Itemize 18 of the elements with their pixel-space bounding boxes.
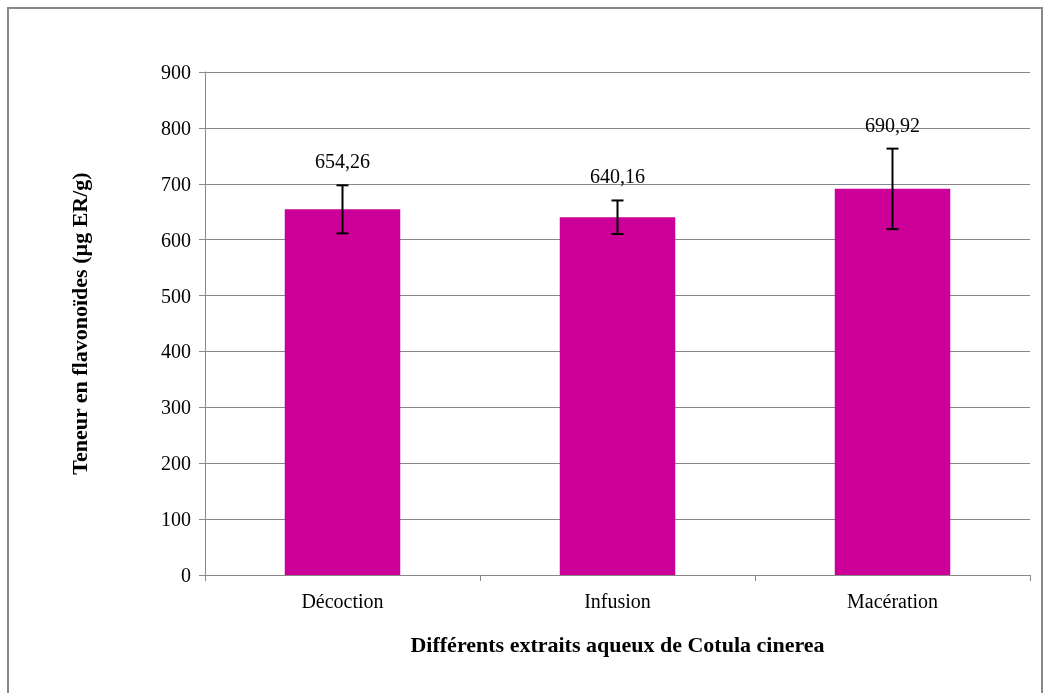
y-tick-label: 0 <box>181 564 191 586</box>
y-tick-label: 900 <box>161 61 191 83</box>
y-tick-label: 500 <box>161 284 191 307</box>
y-tick-label: 600 <box>161 228 191 251</box>
x-axis-title: Différents extraits aqueux de Cotula cinerea <box>410 631 825 657</box>
data-label: 640,16 <box>590 165 645 188</box>
x-tick-label: Infusion <box>584 590 651 612</box>
x-tick-label: Macération <box>846 590 939 612</box>
data-label: 654,26 <box>315 150 370 173</box>
x-tick-label: Décoction <box>301 590 384 612</box>
y-axis-title: Teneur en flavonoïdes (µg ER/g) <box>66 172 92 475</box>
y-tick-label: 800 <box>161 116 191 139</box>
y-tick-label: 300 <box>161 396 191 419</box>
data-label: 690,92 <box>865 113 920 136</box>
y-tick-label: 400 <box>161 340 191 363</box>
y-tick-label: 200 <box>161 452 191 475</box>
y-tick-label: 100 <box>161 508 191 531</box>
y-tick-label: 700 <box>161 172 191 195</box>
